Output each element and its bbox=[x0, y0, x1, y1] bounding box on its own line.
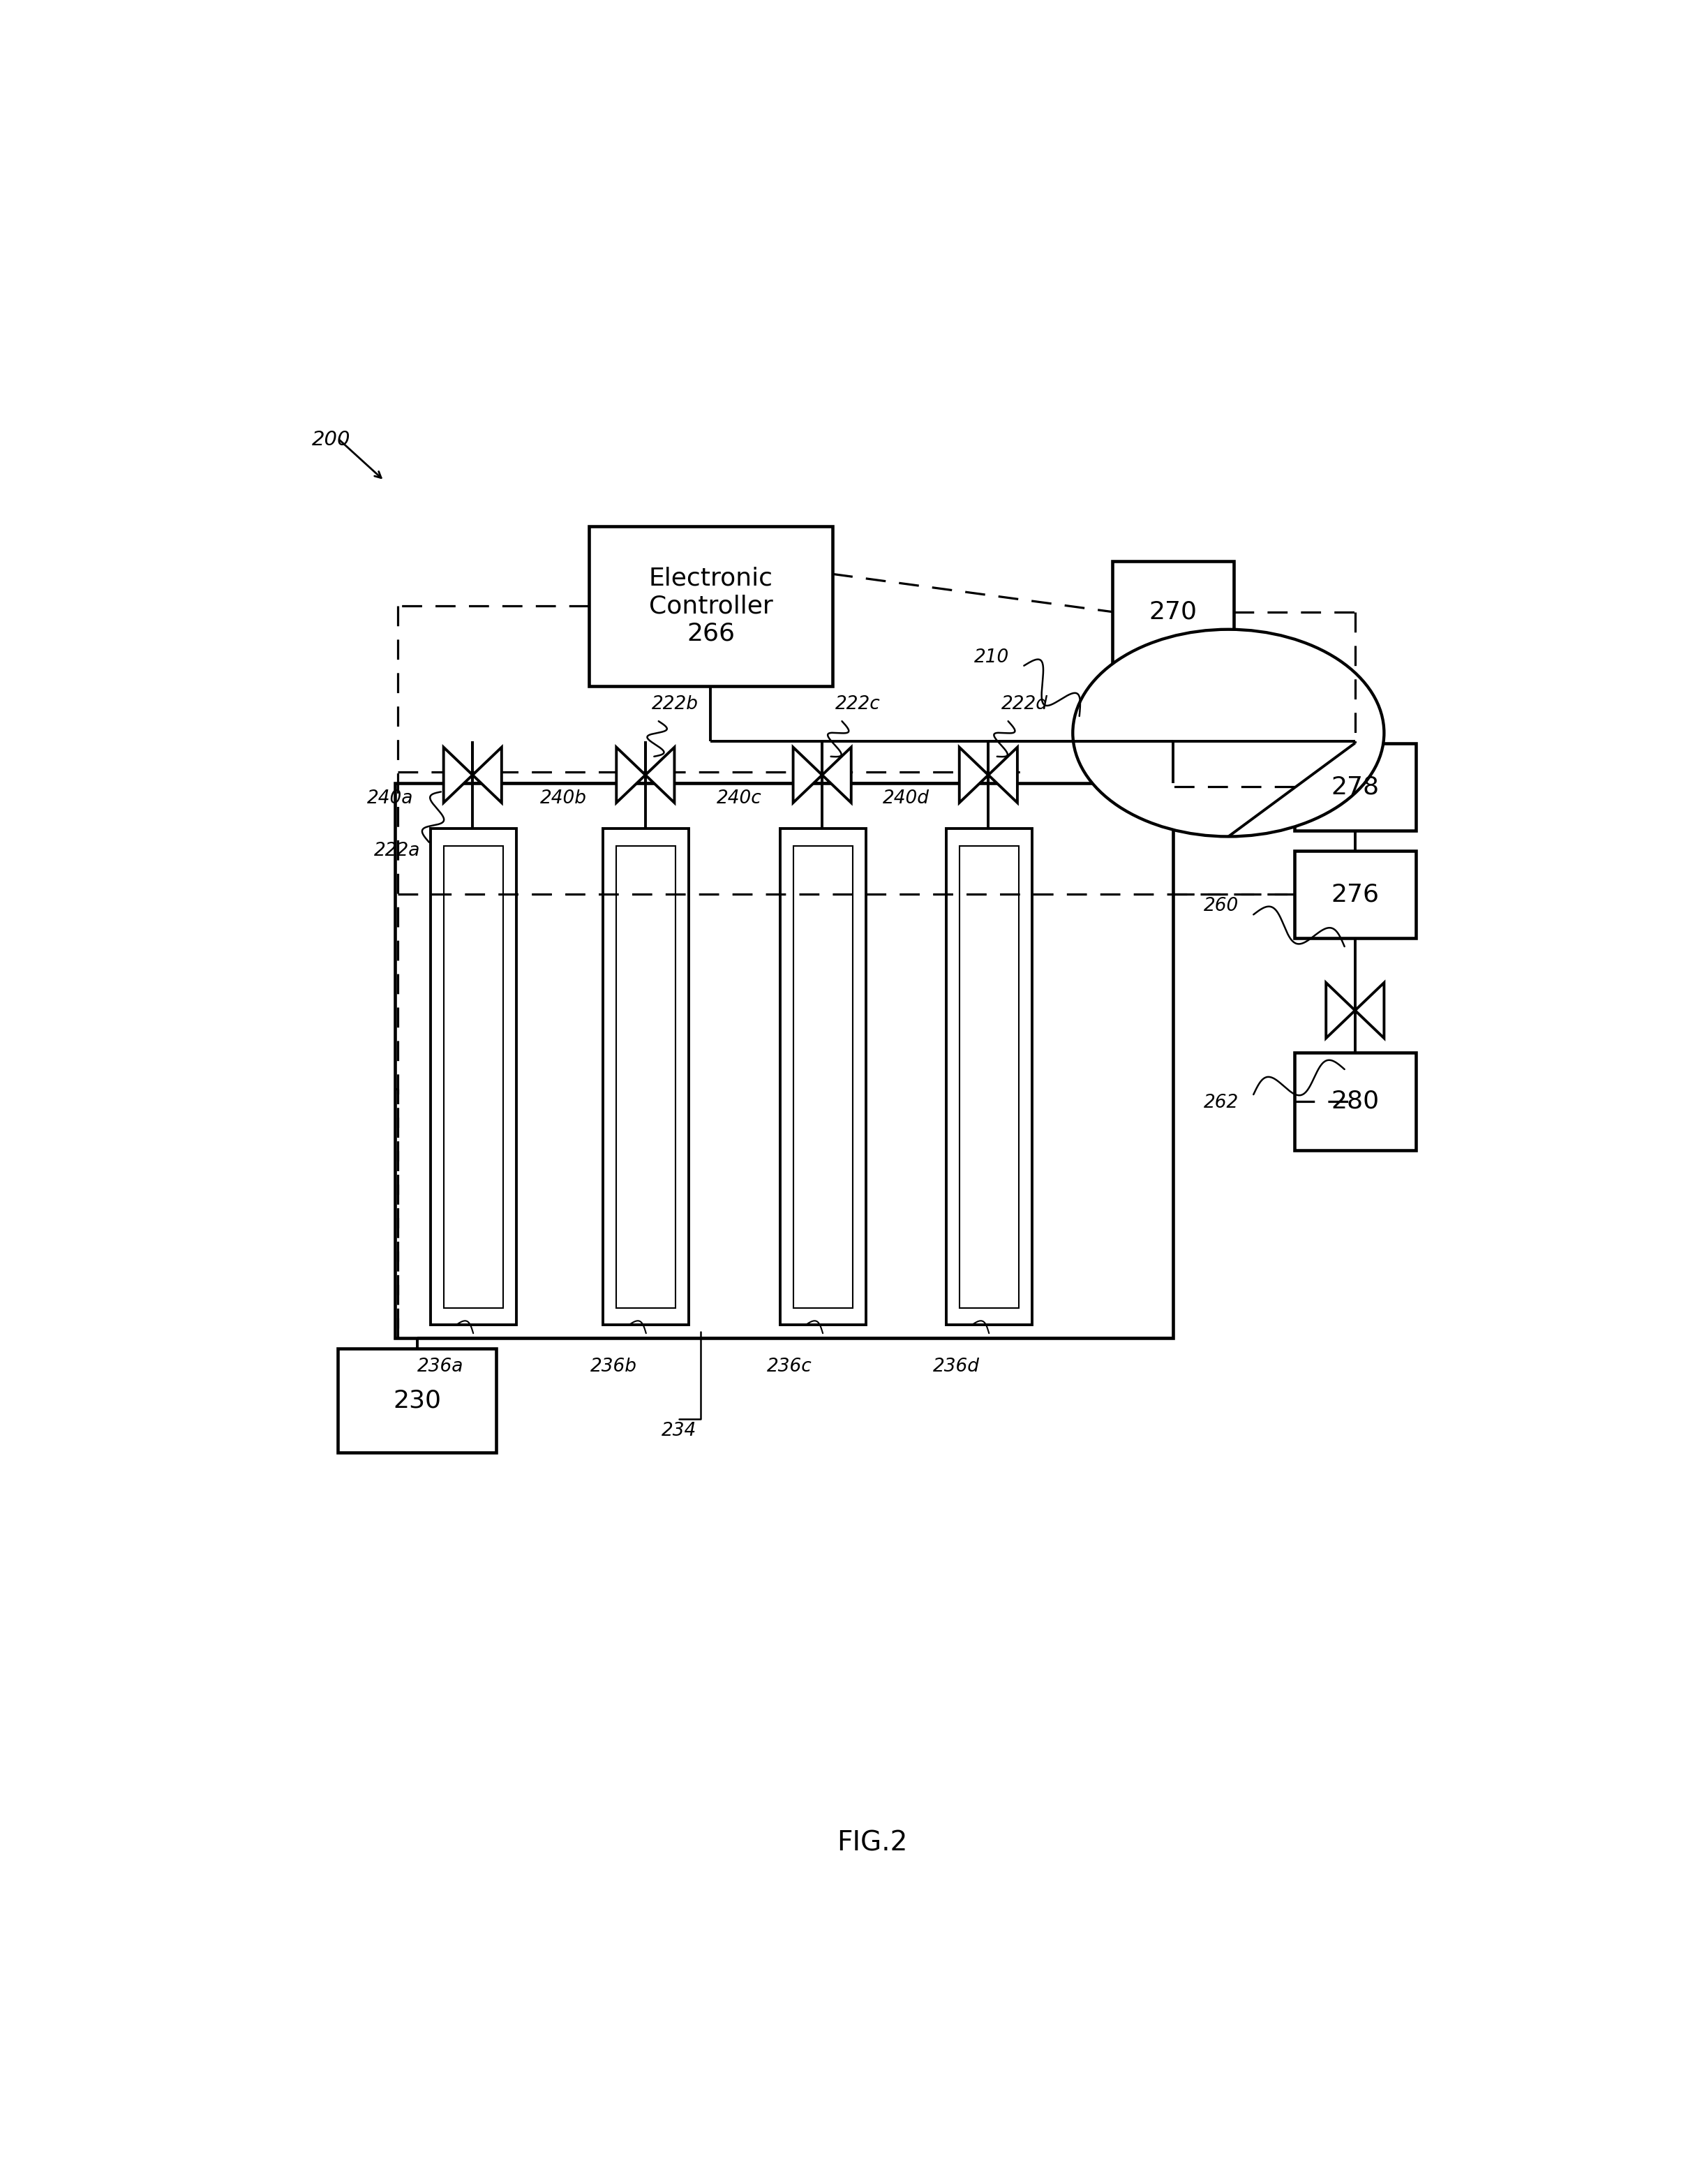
Polygon shape bbox=[960, 747, 989, 804]
Text: 236d: 236d bbox=[933, 1358, 980, 1376]
Text: 240c: 240c bbox=[717, 788, 762, 808]
Text: 222c: 222c bbox=[836, 695, 880, 714]
Text: 234: 234 bbox=[660, 1422, 696, 1439]
Bar bbox=[1294, 1053, 1416, 1151]
Text: 222b: 222b bbox=[652, 695, 700, 714]
Bar bbox=[603, 828, 689, 1326]
Polygon shape bbox=[1355, 983, 1384, 1037]
Text: 210: 210 bbox=[974, 649, 1009, 666]
Polygon shape bbox=[444, 747, 473, 804]
Text: 230: 230 bbox=[393, 1389, 441, 1413]
Bar bbox=[960, 845, 1019, 1308]
Bar bbox=[339, 1348, 497, 1452]
Text: 222d: 222d bbox=[1001, 695, 1048, 714]
Text: 270: 270 bbox=[1149, 601, 1197, 625]
Text: 236b: 236b bbox=[591, 1358, 637, 1376]
Text: 276: 276 bbox=[1331, 882, 1379, 906]
Bar bbox=[1294, 852, 1416, 939]
Bar bbox=[431, 828, 516, 1326]
Text: 222a: 222a bbox=[374, 841, 420, 860]
Bar bbox=[395, 784, 1173, 1339]
Text: 280: 280 bbox=[1331, 1090, 1379, 1114]
Text: 236c: 236c bbox=[766, 1358, 812, 1376]
Polygon shape bbox=[1326, 983, 1355, 1037]
Polygon shape bbox=[793, 747, 822, 804]
Polygon shape bbox=[645, 747, 674, 804]
Polygon shape bbox=[822, 747, 851, 804]
Bar bbox=[616, 845, 676, 1308]
Bar bbox=[780, 828, 866, 1326]
Text: 240b: 240b bbox=[540, 788, 587, 808]
Text: 236a: 236a bbox=[417, 1358, 463, 1376]
Bar bbox=[444, 845, 504, 1308]
Polygon shape bbox=[989, 747, 1018, 804]
Text: 278: 278 bbox=[1331, 775, 1379, 799]
Text: Electronic
Controller
266: Electronic Controller 266 bbox=[648, 566, 773, 644]
Polygon shape bbox=[473, 747, 502, 804]
Bar bbox=[1113, 561, 1234, 662]
Bar bbox=[589, 526, 832, 686]
Text: 200: 200 bbox=[311, 430, 351, 450]
Bar bbox=[946, 828, 1031, 1326]
Text: 240d: 240d bbox=[883, 788, 929, 808]
Ellipse shape bbox=[1072, 629, 1384, 836]
Text: 240a: 240a bbox=[368, 788, 414, 808]
Bar bbox=[793, 845, 853, 1308]
Text: 262: 262 bbox=[1203, 1094, 1239, 1112]
Bar bbox=[1294, 743, 1416, 830]
Text: 260: 260 bbox=[1203, 898, 1239, 915]
Polygon shape bbox=[616, 747, 645, 804]
Text: FIG.2: FIG.2 bbox=[837, 1830, 907, 1856]
